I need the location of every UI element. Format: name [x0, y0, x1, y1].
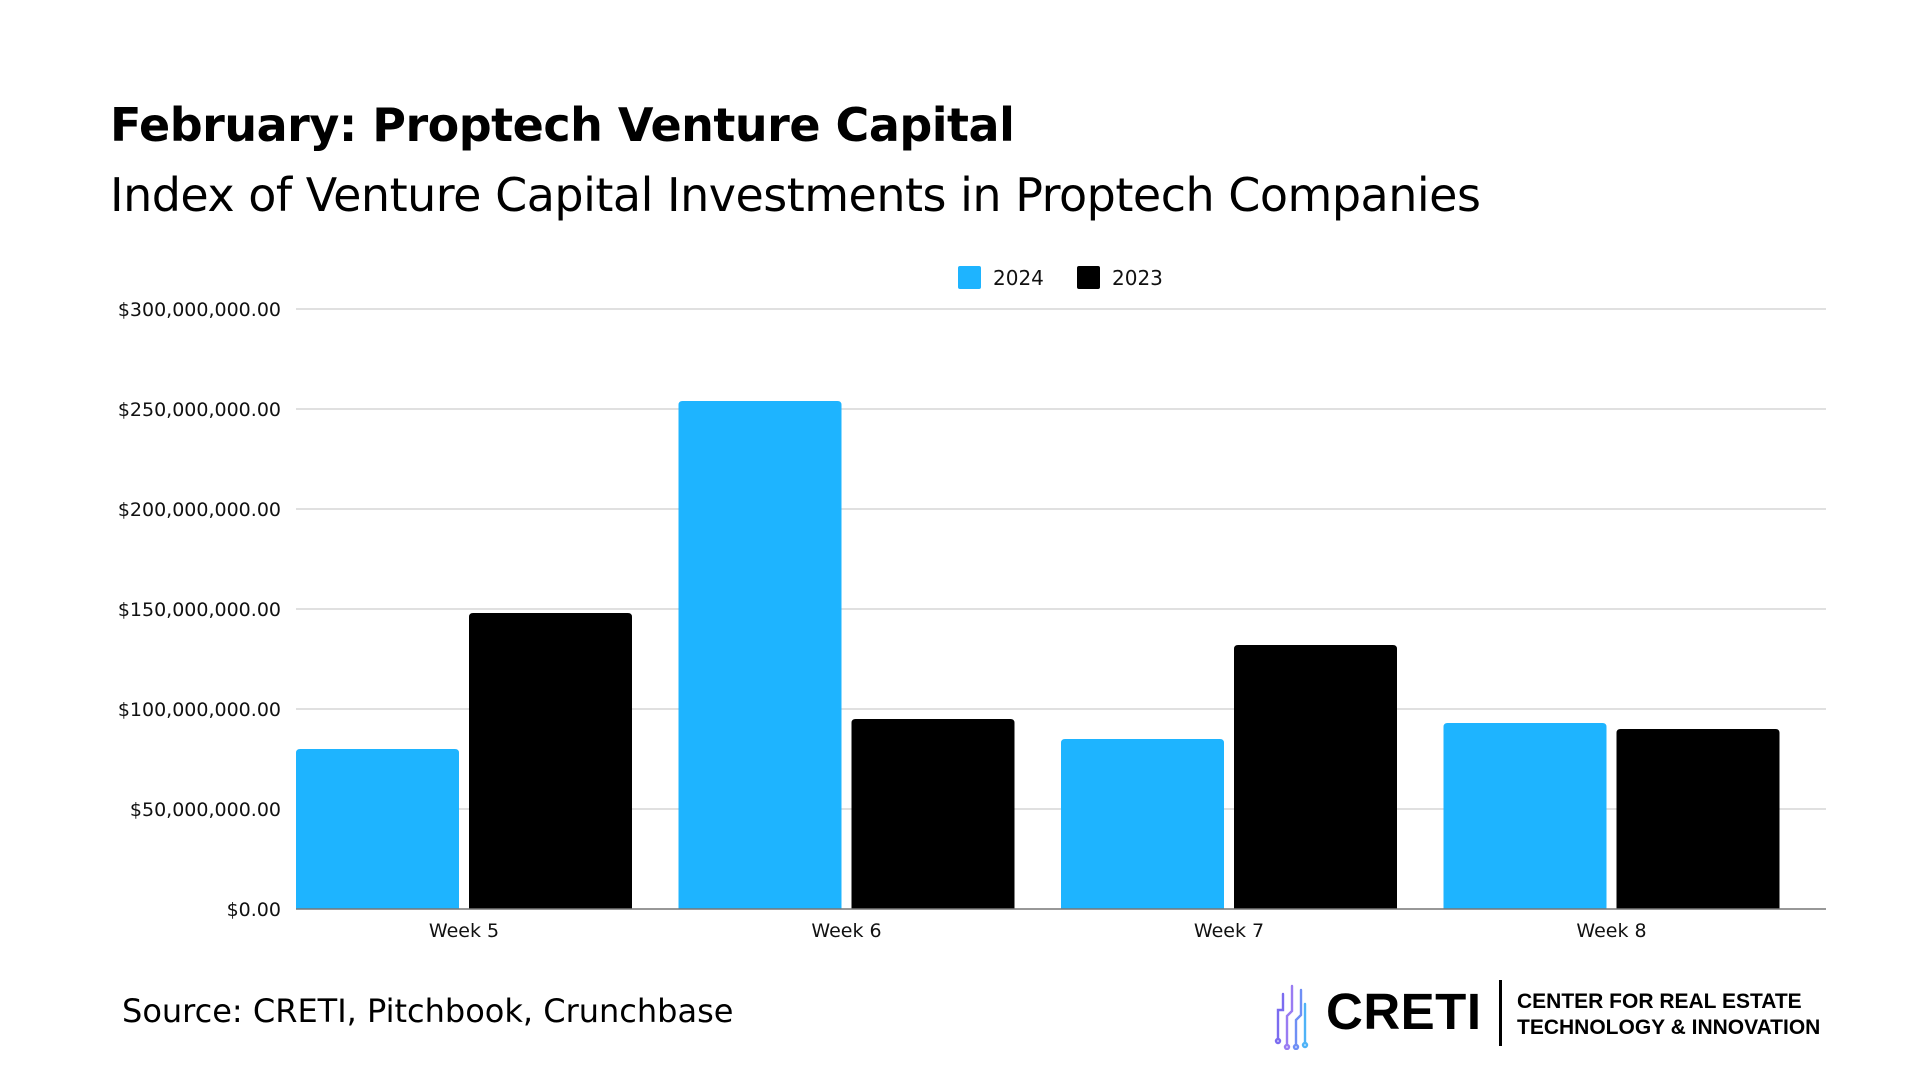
x-tick-label: Week 6: [811, 920, 881, 942]
y-tick-label: $150,000,000.00: [118, 599, 281, 621]
legend-swatch-2024: [958, 266, 981, 289]
y-tick-label: $200,000,000.00: [118, 499, 281, 521]
y-tick-label: $50,000,000.00: [130, 799, 281, 821]
y-tick-label: $0.00: [227, 899, 281, 921]
bar-2023-week-6: [851, 719, 1015, 909]
bar-2023-week-8: [1616, 729, 1780, 909]
legend-swatch-2023: [1077, 266, 1100, 289]
building-circuit-icon: [1274, 984, 1309, 1050]
bar-2023-week-5: [469, 613, 632, 909]
x-tick-label: Week 8: [1576, 920, 1646, 942]
legend-label-2023: 2023: [1112, 266, 1163, 290]
bar-2024-week-5: [296, 749, 459, 909]
legend-label-2024: 2024: [993, 266, 1044, 290]
chart-title: February: Proptech Venture Capital: [110, 98, 1015, 152]
bar-chart: $0.00 $50,000,000.00 $100,000,000.00 $150,0…: [118, 266, 1826, 942]
bar-2024-week-8: [1443, 723, 1607, 909]
x-tick-label: Week 7: [1194, 920, 1264, 942]
chart-subtitle: Index of Venture Capital Investments in …: [110, 168, 1481, 222]
logo-wordmark: CRETI: [1326, 983, 1482, 1040]
creti-logo: CRETI CENTER FOR REAL ESTATE TECHNOLOGY …: [1270, 980, 1830, 1050]
bar-2024-week-6: [678, 401, 842, 909]
logo-tagline-line1: CENTER FOR REAL ESTATE: [1517, 990, 1802, 1013]
logo-divider: [1499, 980, 1502, 1046]
y-tick-label: $250,000,000.00: [118, 399, 281, 421]
x-tick-label: Week 5: [429, 920, 499, 942]
source-note: Source: CRETI, Pitchbook, Crunchbase: [122, 992, 734, 1030]
bar-2024-week-7: [1061, 739, 1224, 909]
y-tick-label: $100,000,000.00: [118, 699, 281, 721]
bar-2023-week-7: [1234, 645, 1397, 909]
y-tick-label: $300,000,000.00: [118, 299, 281, 321]
logo-tagline-line2: TECHNOLOGY & INNOVATION: [1517, 1016, 1821, 1039]
